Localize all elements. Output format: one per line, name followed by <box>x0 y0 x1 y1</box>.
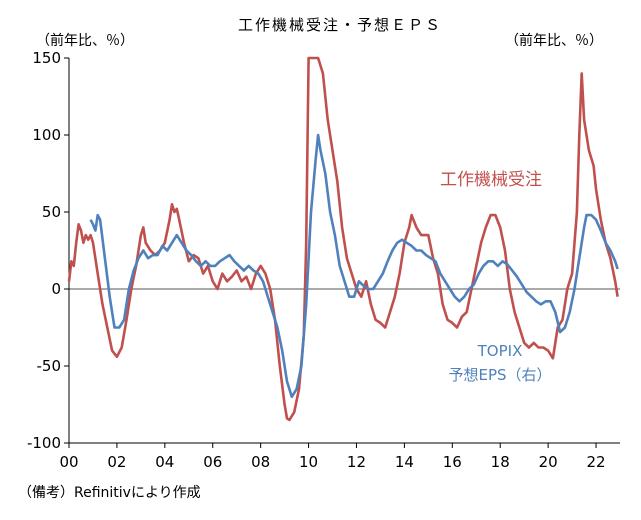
x-tick-label: 00 <box>59 453 78 471</box>
x-tick-label: 14 <box>395 453 414 471</box>
x-tick-label: 12 <box>347 453 366 471</box>
chart-title: 工作機械受注・予想ＥＰＳ <box>238 16 442 34</box>
y-tick-label: -100 <box>27 434 61 452</box>
y-tick-label: 150 <box>32 49 61 67</box>
y-tick-label: 50 <box>42 203 61 221</box>
series-group <box>67 56 619 422</box>
series-line-machine-orders <box>67 56 619 422</box>
series-line-topix-eps <box>89 133 619 399</box>
right-axis-unit: （前年比、％） <box>505 32 603 49</box>
y-tick-label: 0 <box>51 280 61 298</box>
series-label-topix-line1: TOPIX <box>477 342 523 360</box>
x-tick-label: 16 <box>443 453 462 471</box>
source-note: （備考）Refinitivにより作成 <box>18 485 201 501</box>
series-label-machine-orders: 工作機械受注 <box>440 170 542 190</box>
x-tick-label: 02 <box>107 453 126 471</box>
x-tick-label: 18 <box>491 453 510 471</box>
left-axis-unit: （前年比、％） <box>36 32 134 49</box>
series-label-topix-line2: 予想EPS（右） <box>448 366 551 384</box>
x-tick-label: 10 <box>299 453 318 471</box>
x-tick-label: 22 <box>586 453 605 471</box>
x-tick-label: 08 <box>251 453 270 471</box>
y-tick-label: -50 <box>37 357 62 375</box>
x-axis-ticks: 00 02 04 06 08 10 12 14 16 18 20 22 <box>59 443 606 471</box>
x-tick-label: 06 <box>203 453 222 471</box>
y-tick-label: 100 <box>32 126 61 144</box>
x-tick-label: 20 <box>539 453 558 471</box>
y-axis-ticks: 150 100 50 0 -50 -100 <box>27 49 69 452</box>
x-tick-label: 04 <box>155 453 174 471</box>
